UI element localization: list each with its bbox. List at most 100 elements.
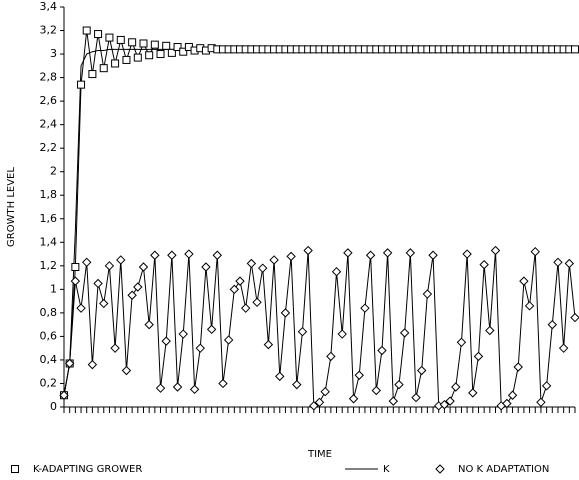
y-axis-label: GROWTH LEVEL — [6, 167, 17, 247]
data-point — [360, 303, 370, 313]
data-point — [76, 303, 86, 313]
legend-marker — [11, 465, 19, 473]
data-point — [570, 312, 579, 323]
data-point — [280, 308, 291, 318]
data-point — [388, 396, 399, 406]
y-tick-label: 3,2 — [40, 24, 58, 37]
y-tick-label: 1 — [50, 282, 57, 295]
y-tick-label: 0,4 — [40, 353, 58, 366]
data-point — [99, 298, 109, 309]
data-point — [223, 335, 234, 345]
data-point — [513, 362, 523, 372]
data-point — [314, 397, 325, 408]
data-point — [150, 250, 160, 260]
data-point — [138, 262, 149, 272]
data-point — [161, 336, 171, 346]
data-point — [116, 255, 126, 265]
data-point — [507, 390, 518, 400]
legend-label: K — [383, 464, 390, 475]
data-point — [121, 365, 132, 376]
y-tick-label: 2,4 — [40, 118, 58, 131]
data-point — [399, 328, 410, 338]
data-point — [82, 257, 92, 268]
y-tick-label: 2,8 — [40, 71, 58, 84]
data-point — [479, 259, 489, 270]
data-point — [155, 383, 166, 393]
data-point — [240, 303, 251, 313]
data-point — [275, 371, 285, 382]
data-point — [93, 278, 103, 289]
data-point — [71, 263, 80, 271]
y-tick-label: 0,2 — [40, 376, 58, 389]
data-point — [365, 250, 376, 260]
data-point — [547, 319, 557, 330]
data-point — [530, 246, 540, 257]
data-point — [195, 343, 205, 353]
data-point — [110, 343, 120, 353]
data-point — [422, 289, 433, 299]
data-point — [297, 326, 308, 337]
data-point — [445, 396, 455, 406]
y-tick-label: 1,4 — [40, 235, 58, 248]
data-point — [99, 64, 108, 73]
data-point — [111, 59, 120, 68]
y-tick-label: 3 — [50, 47, 57, 60]
data-point — [462, 249, 472, 259]
data-point — [286, 251, 296, 262]
data-point — [229, 284, 240, 295]
data-point — [94, 30, 103, 39]
data-point — [70, 276, 81, 286]
data-point — [173, 43, 182, 51]
data-point — [64, 358, 75, 369]
data-point — [122, 55, 131, 64]
data-point — [167, 48, 176, 57]
data-point — [189, 384, 200, 395]
y-tick-label: 1,2 — [40, 259, 58, 272]
x-axis-label: TIME — [307, 449, 332, 460]
data-point — [144, 319, 154, 330]
y-tick-label: 2,6 — [40, 94, 58, 107]
data-point — [77, 80, 86, 89]
data-point — [246, 258, 257, 269]
data-point — [133, 53, 142, 62]
data-point — [536, 397, 546, 408]
data-point — [331, 266, 342, 277]
data-point — [128, 38, 137, 47]
data-point — [502, 398, 512, 409]
data-point — [269, 255, 279, 265]
data-point — [172, 382, 183, 392]
data-point — [411, 392, 421, 403]
data-point — [309, 401, 319, 411]
data-point — [439, 399, 450, 410]
data-point — [564, 258, 575, 269]
data-point — [468, 388, 478, 398]
data-point — [252, 297, 262, 308]
data-point — [178, 329, 188, 339]
data-point — [206, 324, 217, 335]
data-point — [558, 343, 569, 353]
data-point — [337, 329, 347, 339]
data-point — [343, 248, 353, 258]
data-point — [524, 301, 535, 311]
data-point — [473, 351, 484, 362]
data-point — [405, 248, 416, 258]
data-point — [348, 394, 359, 404]
data-point — [184, 249, 194, 259]
y-tick-label: 2,2 — [40, 141, 58, 154]
series-line — [63, 250, 576, 407]
data-point — [371, 385, 381, 396]
data-point — [377, 345, 387, 356]
legend-label: K-ADAPTING GROWER — [33, 464, 142, 475]
data-point — [150, 40, 159, 49]
data-point — [320, 386, 330, 397]
legend-marker — [435, 464, 445, 474]
data-point — [87, 359, 98, 370]
data-point — [88, 70, 97, 79]
data-point — [59, 390, 69, 400]
data-point — [218, 378, 228, 389]
data-point — [451, 382, 461, 392]
data-point — [167, 250, 177, 260]
data-point — [133, 282, 143, 292]
y-tick-label: 2 — [50, 165, 57, 178]
